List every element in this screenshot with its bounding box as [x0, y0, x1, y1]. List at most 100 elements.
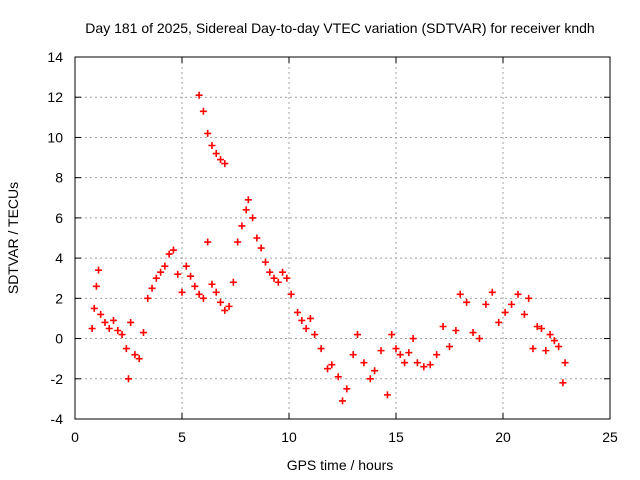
data-point [279, 268, 287, 276]
data-point [392, 345, 400, 353]
data-point [334, 373, 342, 381]
data-point [366, 375, 374, 383]
data-point [439, 322, 447, 330]
data-point [488, 288, 496, 296]
data-point [253, 234, 261, 242]
data-point [139, 329, 147, 337]
data-point [257, 244, 265, 252]
data-point [270, 274, 278, 282]
data-point [349, 351, 357, 359]
data-point [204, 129, 212, 137]
data-point [135, 355, 143, 363]
data-point [529, 345, 537, 353]
data-point [88, 325, 96, 332]
data-point [360, 359, 368, 367]
data-point [401, 359, 409, 367]
data-point [217, 298, 225, 306]
data-point [161, 262, 169, 270]
data-point [212, 150, 220, 158]
data-point [377, 347, 385, 355]
data-point [114, 327, 122, 335]
y-tick-label: -4 [51, 411, 64, 427]
data-point [371, 367, 379, 375]
x-tick-label: 25 [602, 429, 618, 445]
data-point [234, 238, 242, 246]
data-point [413, 359, 421, 367]
data-point [283, 274, 291, 282]
data-point [495, 318, 503, 326]
data-point [328, 361, 336, 369]
data-point [212, 288, 220, 296]
data-point [221, 160, 229, 168]
data-point [125, 375, 132, 383]
data-point [105, 325, 113, 332]
data-point [217, 156, 225, 164]
data-point [274, 278, 282, 286]
data-point [118, 331, 126, 339]
y-tick-label: 2 [55, 290, 63, 306]
data-point [208, 280, 216, 288]
data-point [550, 337, 558, 345]
data-point [195, 290, 203, 298]
data-point [514, 290, 522, 298]
data-point [191, 282, 199, 290]
data-point [187, 272, 195, 280]
data-point [542, 347, 550, 355]
y-axis-label: SDTVAR / TECUs [5, 182, 21, 294]
x-tick-label: 5 [178, 429, 186, 445]
data-point [97, 310, 105, 318]
x-axis-label: GPS time / hours [287, 457, 394, 473]
data-point [353, 331, 361, 339]
data-point [287, 290, 295, 298]
y-tick-label: 6 [55, 210, 63, 226]
data-point [122, 345, 130, 353]
data-point [520, 310, 528, 318]
y-tick-label: 12 [47, 89, 63, 105]
data-point [538, 325, 546, 332]
data-point [225, 302, 233, 310]
data-point [101, 318, 109, 326]
data-point [339, 397, 346, 405]
data-point [208, 141, 216, 149]
y-tick-label: 0 [55, 331, 63, 347]
data-point [204, 238, 212, 246]
data-point [221, 306, 229, 314]
data-point [144, 294, 152, 302]
data-point [244, 196, 252, 204]
data-point [127, 318, 135, 326]
data-point [92, 282, 100, 290]
data-point [195, 91, 203, 99]
data-point [456, 290, 464, 298]
data-series-kndh [88, 91, 569, 405]
data-point [110, 316, 118, 324]
y-tick-label: 4 [55, 250, 63, 266]
data-point [261, 258, 269, 266]
data-point [169, 246, 177, 254]
data-point [446, 343, 453, 351]
data-point [178, 288, 186, 296]
data-point [302, 325, 310, 332]
y-tick-label: 8 [55, 170, 63, 186]
plot-frame [74, 56, 611, 420]
data-point [546, 331, 554, 339]
data-point [317, 345, 325, 353]
y-tick-label: -2 [51, 371, 64, 387]
data-point [559, 379, 567, 387]
data-point [165, 250, 173, 258]
data-point [311, 331, 319, 339]
x-tick-label: 20 [495, 429, 511, 445]
data-point [182, 262, 190, 270]
data-point [420, 363, 428, 371]
data-point [426, 361, 434, 369]
data-point [555, 343, 563, 351]
grid [75, 57, 610, 419]
data-point [148, 284, 156, 292]
data-point [266, 268, 274, 276]
data-point [463, 298, 471, 306]
data-point [452, 327, 460, 335]
data-point [199, 294, 207, 302]
data-point [409, 335, 417, 343]
y-tick-label: 10 [47, 129, 63, 145]
data-point [238, 222, 246, 230]
